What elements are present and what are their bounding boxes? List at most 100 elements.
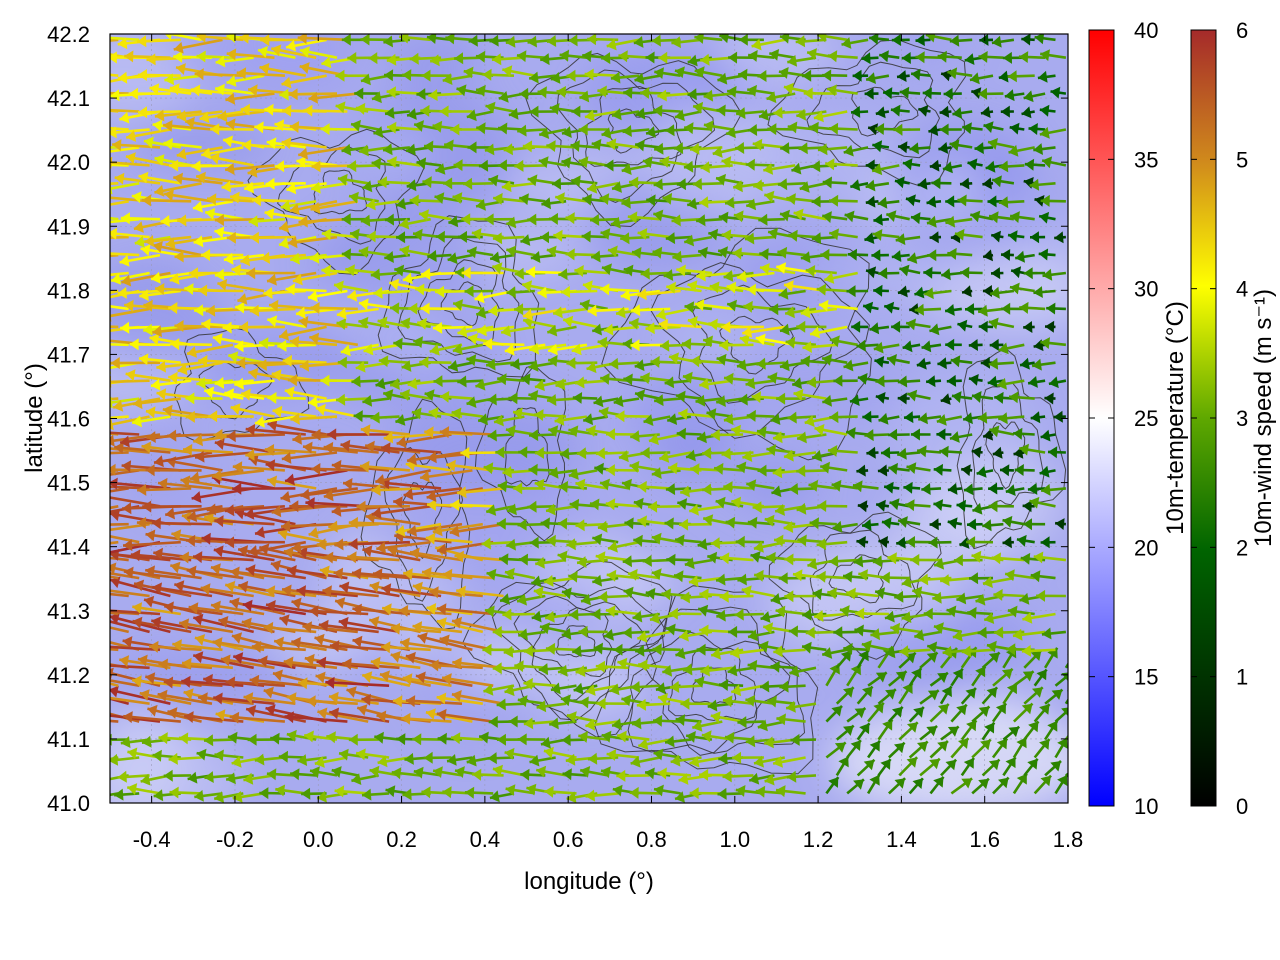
wind-arrow-head	[784, 553, 794, 566]
wind-arrow	[348, 538, 410, 550]
wind-arrow	[991, 737, 1009, 759]
wind-arrow-head	[328, 691, 339, 704]
wind-arrow-head	[654, 784, 664, 797]
wind-arrow-shaft	[247, 540, 307, 554]
wind-arrow	[496, 698, 525, 711]
wind-arrow-head	[700, 664, 710, 677]
wind-arrow-head	[306, 695, 316, 708]
wind-arrow-head	[1022, 671, 1034, 682]
wind-arrow-head	[348, 733, 358, 746]
wind-arrow-head	[662, 664, 673, 677]
wind-arrow-head	[606, 749, 617, 761]
wind-arrow	[1012, 773, 1028, 795]
wind-arrow-head	[362, 671, 373, 683]
wind-arrow-head	[786, 770, 797, 783]
wind-arrow-head	[196, 748, 207, 761]
wind-arrow-head	[423, 751, 433, 764]
wind-arrow-head	[682, 663, 693, 676]
wind-arrow	[122, 539, 181, 552]
wind-arrow	[456, 585, 504, 598]
wind-arrow	[186, 565, 244, 580]
wind-arrow	[653, 784, 681, 797]
wind-arrow	[110, 685, 171, 705]
wind-arrow-head	[98, 547, 108, 559]
wind-arrow	[561, 587, 588, 600]
wind-arrow-head	[710, 711, 721, 724]
wind-arrow-head	[145, 565, 155, 578]
wind-arrow-head	[485, 605, 495, 618]
wind-arrow-head	[613, 643, 623, 656]
wind-arrow	[991, 552, 1025, 565]
wind-arrow-head	[214, 791, 225, 803]
wind-arrow-head	[894, 742, 905, 754]
wind-arrow	[855, 607, 889, 620]
wind-arrow	[981, 686, 999, 705]
wind-arrow-head	[890, 622, 901, 635]
wind-arrow-head	[566, 791, 577, 803]
wind-arrow-head	[937, 741, 948, 752]
contour-line	[809, 529, 918, 621]
wind-arrow-shaft	[123, 714, 181, 723]
wind-arrow	[856, 722, 871, 741]
wind-arrow-head	[561, 628, 572, 640]
wind-arrow	[887, 706, 904, 723]
wind-arrow-head	[425, 708, 436, 720]
wind-arrow-head	[1005, 569, 1015, 582]
wind-arrow-head	[587, 752, 598, 765]
wind-arrow-head	[422, 567, 432, 579]
wind-arrow-head	[560, 694, 571, 707]
wind-arrow-head	[566, 711, 577, 723]
wind-arrow-head	[638, 659, 648, 672]
wind-arrow	[178, 618, 234, 634]
wind-arrow-head	[278, 528, 288, 540]
wind-arrow-head	[675, 714, 686, 726]
wind-arrow-head	[912, 778, 923, 789]
wind-arrow-shaft	[197, 696, 254, 705]
wind-arrow-head	[381, 641, 391, 654]
wind-arrow-head	[536, 765, 547, 778]
wind-arrow	[919, 757, 941, 777]
wind-arrow	[899, 645, 931, 658]
wind-arrow-head	[338, 616, 349, 629]
wind-arrow	[890, 622, 921, 635]
wind-arrow-head	[745, 735, 756, 748]
wind-arrow-head	[621, 694, 632, 707]
wind-arrow-head	[227, 731, 238, 744]
wind-arrow-head	[335, 597, 346, 609]
wind-arrow-head	[854, 708, 866, 719]
wind-arrow-head	[880, 571, 890, 584]
wind-arrow	[727, 664, 754, 677]
wind-arrow	[627, 568, 660, 581]
wind-arrow	[992, 776, 1010, 795]
wind-arrow-head	[482, 643, 492, 656]
wind-arrow	[163, 676, 223, 689]
wind-arrow-head	[193, 651, 204, 664]
wind-arrow-head	[853, 779, 864, 790]
wind-arrow-head	[1057, 775, 1068, 786]
wind-arrow-shaft	[405, 699, 463, 705]
wind-arrow-head	[994, 626, 1004, 639]
wind-arrow-head	[1036, 589, 1046, 602]
wind-arrow-head	[885, 689, 896, 700]
wind-arrow-head	[251, 640, 262, 653]
wind-arrow-head	[688, 575, 699, 588]
wind-arrow-head	[699, 588, 709, 601]
wind-arrow-head	[110, 667, 114, 680]
wind-arrow	[919, 689, 940, 705]
wind-arrow	[442, 568, 494, 581]
wind-arrow-head	[352, 635, 363, 648]
wind-arrow-head	[238, 545, 249, 557]
wind-arrow-head	[984, 722, 995, 734]
wind-arrow-head	[412, 621, 423, 633]
wind-arrow	[1041, 627, 1067, 640]
wind-arrow-head	[401, 712, 411, 725]
wind-arrow	[543, 574, 577, 587]
wind-arrow	[877, 758, 892, 777]
wind-arrow-head	[764, 736, 774, 749]
wind-arrow-head	[284, 711, 294, 724]
wind-arrow-head	[778, 572, 788, 585]
wind-arrow	[436, 708, 494, 723]
wind-arrow	[110, 626, 129, 634]
wind-arrow-head	[601, 766, 611, 779]
wind-arrow-head	[766, 551, 776, 564]
